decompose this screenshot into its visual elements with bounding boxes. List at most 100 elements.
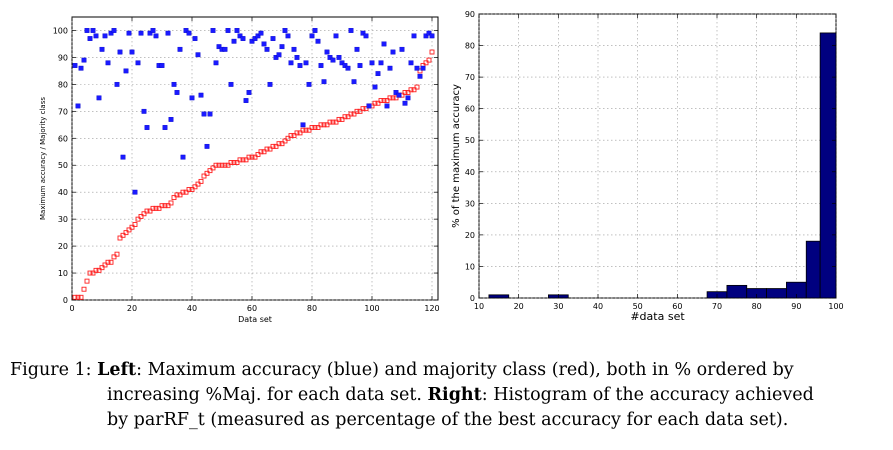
majority-class-point [372, 100, 378, 106]
max-accuracy-point [348, 28, 354, 33]
max-accuracy-point [402, 100, 408, 106]
max-accuracy-point [102, 33, 108, 39]
majority-class-point [378, 98, 384, 104]
max-accuracy-point [138, 30, 144, 36]
x-tick-label: 20 [514, 302, 524, 311]
majority-class-point [276, 141, 282, 147]
majority-class-point [270, 143, 276, 149]
majority-class-point [168, 200, 174, 206]
majority-class-point [228, 160, 234, 165]
y-tick-label: 30 [58, 215, 68, 224]
max-accuracy-point [192, 36, 198, 41]
majority-class-point [120, 232, 126, 238]
majority-class-point [264, 146, 270, 152]
max-accuracy-point [312, 28, 318, 33]
max-accuracy-point [300, 122, 306, 128]
max-accuracy-point [105, 60, 111, 66]
right-histogram-chart: 10 20 30 40 50 60 70 80 90 1000102030405060708090… [451, 10, 844, 323]
max-accuracy-point [249, 38, 255, 44]
x-tick-label: 70 [712, 302, 722, 311]
max-accuracy-point [264, 46, 270, 52]
majority-class-point [324, 122, 330, 128]
max-accuracy-point [237, 33, 243, 39]
max-accuracy-point [162, 125, 168, 130]
majority-class-point [123, 230, 129, 236]
caption-left-text-cont: increasing %Maj. for each data set. [107, 385, 428, 405]
caption-right-bold: Right [427, 385, 482, 405]
max-accuracy-point [150, 28, 156, 33]
max-accuracy-point [198, 92, 204, 98]
majority-class-point [186, 187, 192, 192]
max-accuracy-point [225, 28, 231, 33]
max-accuracy-point [174, 90, 180, 95]
max-accuracy-point [399, 46, 405, 52]
majority-class-point [111, 254, 117, 260]
majority-class-point [381, 98, 387, 104]
majority-class-point [240, 157, 246, 163]
majority-class-point [75, 294, 81, 300]
max-accuracy-point [321, 79, 327, 85]
majority-class-point [177, 192, 183, 198]
max-accuracy-point [252, 36, 258, 41]
max-accuracy-point [411, 33, 417, 39]
majority-class-point [339, 116, 345, 122]
max-accuracy-point [159, 63, 165, 68]
max-accuracy-point [195, 52, 201, 58]
max-accuracy-point [78, 65, 84, 71]
majority-class-point [147, 208, 153, 214]
max-accuracy-point [360, 30, 366, 36]
histogram-bar [766, 288, 787, 299]
majority-class-point [315, 125, 321, 130]
y-tick-label: 80 [58, 80, 68, 89]
max-accuracy-point [357, 63, 363, 68]
x-axis-label: Data set [238, 315, 272, 324]
max-accuracy-point [99, 46, 105, 52]
plot-frame [478, 13, 837, 299]
majority-class-point [258, 149, 264, 155]
max-accuracy-point [270, 36, 276, 41]
y-tick-label: 40 [58, 188, 68, 197]
majority-class-point [426, 57, 432, 63]
max-accuracy-point [393, 90, 399, 95]
max-accuracy-point [213, 60, 219, 66]
y-tick-label: 0 [63, 296, 68, 305]
max-accuracy-point [294, 55, 300, 60]
majority-class-point [300, 127, 306, 133]
max-accuracy-point [144, 125, 150, 130]
y-tick-label: 90 [465, 10, 475, 19]
max-accuracy-point [240, 36, 246, 41]
max-accuracy-point [267, 81, 273, 87]
max-accuracy-point [258, 30, 264, 36]
y-tick-label: 50 [465, 136, 475, 145]
majority-class-point [348, 111, 354, 117]
majority-class-point [327, 119, 333, 125]
max-accuracy-point [135, 60, 141, 66]
max-accuracy-point [429, 33, 435, 39]
y-tick-label: 90 [58, 53, 68, 62]
max-accuracy-point [126, 30, 132, 36]
max-accuracy-point [309, 33, 315, 39]
y-tick-label: 80 [465, 42, 475, 51]
max-accuracy-point [306, 81, 312, 87]
majority-class-point [102, 262, 108, 268]
majority-class-point [237, 157, 243, 163]
majority-class-point [279, 141, 285, 147]
max-accuracy-point [405, 95, 411, 101]
y-tick-label: 60 [465, 105, 475, 114]
majority-class-point [195, 181, 201, 187]
x-tick-label: 60 [247, 304, 257, 313]
max-accuracy-point [417, 73, 423, 79]
majority-class-point [204, 170, 210, 176]
majority-class-point [306, 127, 312, 133]
majority-class-point [216, 162, 222, 168]
caption-right-text-cont: by parRF_t (measured as percentage of th… [107, 410, 789, 430]
majority-class-point [291, 133, 297, 139]
y-axis-label: Maximum accuracy / Majority class [39, 97, 47, 220]
max-accuracy-point [273, 55, 279, 60]
majority-class-point [93, 267, 99, 273]
caption-left-bold: Left [97, 360, 137, 380]
max-accuracy-point [186, 30, 192, 36]
majority-class-point [384, 98, 390, 104]
majority-class-point [87, 270, 93, 276]
majority-class-point [84, 278, 90, 284]
